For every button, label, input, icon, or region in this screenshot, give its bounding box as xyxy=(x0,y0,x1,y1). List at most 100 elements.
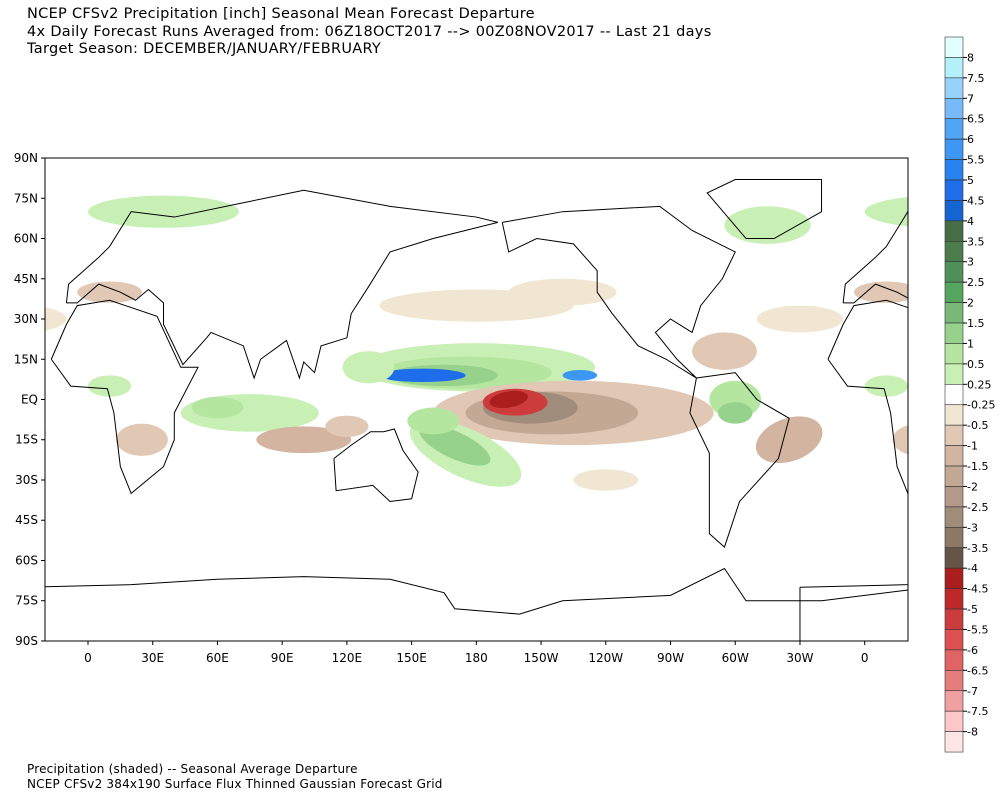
lon-label: 60E xyxy=(206,651,229,665)
colorbar-swatch xyxy=(944,343,964,365)
colorbar-label: 5 xyxy=(967,174,974,187)
coastline xyxy=(827,299,908,495)
colorbar-swatch xyxy=(944,220,964,242)
colorbar-swatch xyxy=(944,547,964,569)
lon-label: 150W xyxy=(524,651,559,665)
colorbar-swatch xyxy=(944,57,964,79)
colorbar-swatch xyxy=(944,138,964,160)
colorbar-label: 1 xyxy=(967,337,974,350)
lat-label: 75S xyxy=(15,594,38,608)
colorbar-label: 6 xyxy=(967,133,974,146)
coastline xyxy=(689,372,790,548)
coastline xyxy=(45,567,908,641)
colorbar-label: 3.5 xyxy=(967,235,985,248)
colorbar-swatch xyxy=(944,486,964,508)
colorbar-label: 4.5 xyxy=(967,194,985,207)
colorbar-swatch xyxy=(944,159,964,181)
colorbar-label: -2 xyxy=(967,480,978,493)
lon-label: 0 xyxy=(84,651,92,665)
lon-label: 180 xyxy=(465,651,488,665)
anomaly-region xyxy=(256,426,352,454)
lon-label: 30W xyxy=(786,651,813,665)
title-line-2: 4x Daily Forecast Runs Averaged from: 06… xyxy=(27,24,712,40)
anomaly-region xyxy=(692,332,757,370)
anomaly-region xyxy=(239,493,326,510)
anomaly-shading xyxy=(45,195,908,542)
lat-label: 15S xyxy=(15,433,38,447)
anomaly-region xyxy=(342,351,395,384)
colorbar-label: -4.5 xyxy=(967,583,988,596)
colorbar-label: -1.5 xyxy=(967,460,988,473)
anomaly-region xyxy=(45,307,67,331)
anomaly-region xyxy=(717,402,753,424)
anomaly-region xyxy=(724,206,811,244)
lat-label: 30S xyxy=(15,473,38,487)
lon-label: 90E xyxy=(271,651,294,665)
coastline xyxy=(50,299,199,495)
lat-label: 45S xyxy=(15,513,38,527)
colorbar-legend: 8 7.5 7 6.5 6 5.5 5 4.5 4 3.5 3 2.5 2 1.5 1 0.5 0.25 -0.2… xyxy=(944,36,995,753)
lon-label: 30E xyxy=(141,651,164,665)
colorbar-label: -0.5 xyxy=(967,419,988,432)
colorbar-swatch xyxy=(944,241,964,263)
colorbar-swatch xyxy=(944,731,964,753)
colorbar-label: 3 xyxy=(967,256,974,269)
colorbar-swatch xyxy=(944,322,964,344)
coastline xyxy=(501,205,736,379)
anomaly-region xyxy=(892,425,908,455)
lat-label: EQ xyxy=(21,393,38,407)
lon-label: 120E xyxy=(332,651,363,665)
coastlines xyxy=(45,178,908,641)
colorbar-label: 6.5 xyxy=(967,113,985,126)
lon-label: 150E xyxy=(396,651,427,665)
colorbar-label: 4 xyxy=(967,215,974,228)
colorbar-label: 2 xyxy=(967,297,974,310)
colorbar-swatch xyxy=(944,527,964,549)
colorbar-label: 1.5 xyxy=(967,317,985,330)
anomaly-region xyxy=(407,407,460,435)
lon-label: 120W xyxy=(588,651,623,665)
colorbar-swatch xyxy=(944,690,964,712)
lon-label: 0 xyxy=(861,651,869,665)
colorbar-label: -4 xyxy=(967,562,978,575)
lat-label: 90N xyxy=(14,151,38,165)
colorbar-label: -7 xyxy=(967,685,978,698)
colorbar-swatch xyxy=(944,118,964,140)
colorbar-label: 2.5 xyxy=(967,276,985,289)
colorbar-swatch xyxy=(944,363,964,385)
colorbar-label: -2.5 xyxy=(967,501,988,514)
colorbar-label: -0.25 xyxy=(967,399,995,412)
colorbar-label: 8 xyxy=(967,51,974,64)
colorbar-label: 7.5 xyxy=(967,72,985,85)
colorbar-swatch xyxy=(944,567,964,589)
anomaly-region xyxy=(562,369,598,381)
colorbar-swatch xyxy=(944,588,964,610)
anomaly-region xyxy=(88,195,240,228)
latitude-axis: 90N 75N 60N 45N 30N 15N EQ 15S 30S 45S 60S 75S 90S xyxy=(14,151,45,648)
colorbar-swatch xyxy=(944,710,964,732)
anomaly-region xyxy=(755,416,823,464)
anomaly-region xyxy=(508,278,617,306)
lon-label: 60W xyxy=(722,651,749,665)
footer-line-2: NCEP CFSv2 384x190 Surface Flux Thinned … xyxy=(27,777,443,791)
anomaly-region xyxy=(88,375,132,397)
colorbar-label: -3 xyxy=(967,521,978,534)
colorbar-swatch xyxy=(944,281,964,303)
colorbar-label: -5.5 xyxy=(967,623,988,636)
anomaly-region xyxy=(419,424,491,466)
colorbar-swatch xyxy=(944,179,964,201)
colorbar-label: 5.5 xyxy=(967,154,985,167)
lat-label: 75N xyxy=(14,191,38,205)
colorbar-swatch xyxy=(944,649,964,671)
lat-label: 45N xyxy=(14,272,38,286)
coastline xyxy=(333,428,419,502)
colorbar-label: -3.5 xyxy=(967,542,988,555)
colorbar-label: -8 xyxy=(967,726,978,739)
lat-label: 30N xyxy=(14,312,38,326)
colorbar-label: -6.5 xyxy=(967,664,988,677)
anomaly-region xyxy=(562,525,671,542)
anomaly-region xyxy=(379,241,444,263)
coastline xyxy=(65,189,499,380)
anomaly-region xyxy=(864,375,908,397)
colorbar-label: -1 xyxy=(967,440,978,453)
